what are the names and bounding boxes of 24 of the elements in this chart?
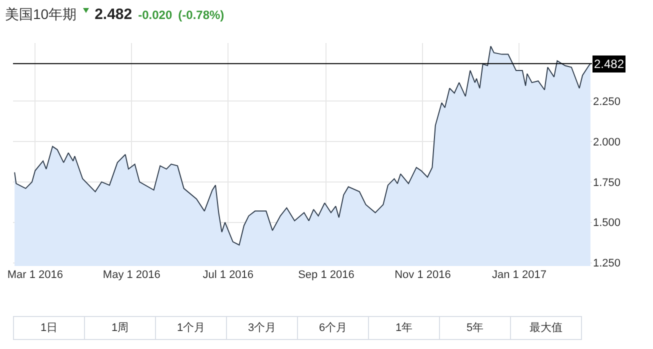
x-tick-label: Sep 1 2016 [298, 269, 354, 281]
text: 2.482 [94, 6, 132, 23]
text: (-0.78%) [178, 8, 224, 22]
text: 1周 [84, 316, 156, 340]
text: 最大值 [510, 316, 582, 340]
y-tick-label: 1.750 [593, 176, 621, 189]
y-tick-label: 2.000 [593, 136, 621, 148]
x-tick-label: May 1 2016 [102, 269, 160, 281]
y-tick-label: 1.500 [593, 217, 621, 230]
text: 6个月 [297, 316, 369, 340]
y-tick-label: 1.250 [593, 258, 621, 270]
x-tick-label: Nov 1 2016 [394, 269, 451, 281]
text: 5年 [439, 316, 511, 340]
x-tick-label: Mar 1 2016 [7, 269, 63, 281]
ref-line-label: 2.482 [594, 57, 624, 71]
chart-title: 美国10年期 [5, 6, 77, 24]
text: -0.020 [138, 8, 172, 22]
text: 1个月 [155, 316, 227, 340]
text: 3个月 [226, 316, 298, 340]
x-tick-label: Jan 1 2017 [492, 269, 546, 281]
text: 1日 [13, 316, 85, 340]
x-tick-label: Jul 1 2016 [202, 269, 254, 281]
text: 1年 [368, 316, 440, 340]
y-tick-label: 2.250 [593, 96, 621, 108]
